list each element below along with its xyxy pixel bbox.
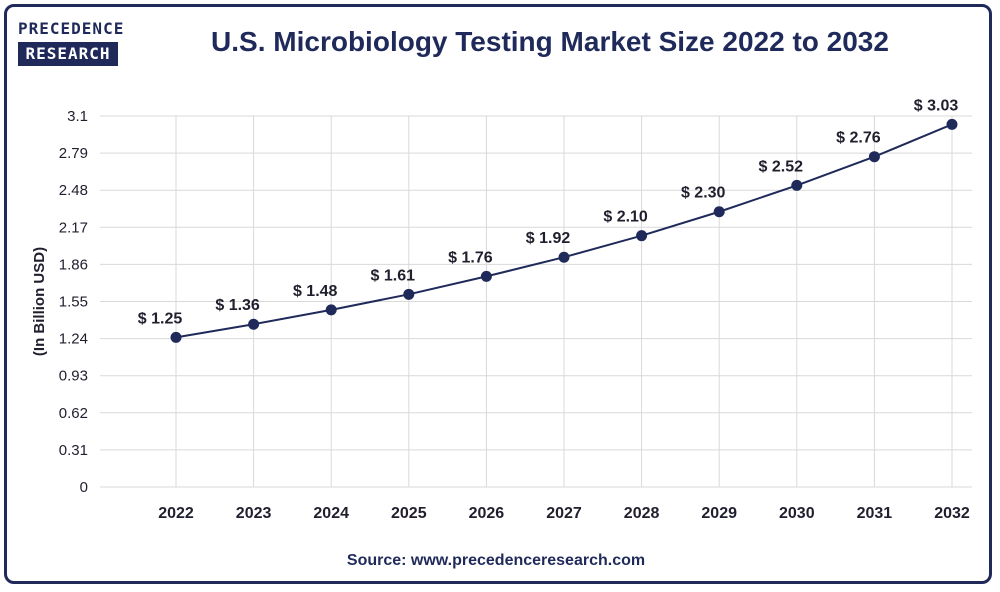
data-label: $ 2.52 — [759, 158, 804, 175]
x-tick-label: 2024 — [313, 505, 349, 522]
data-label: $ 2.10 — [603, 209, 648, 226]
y-tick-label: 1.86 — [59, 256, 88, 273]
x-tick-label: 2022 — [158, 505, 194, 522]
y-tick-label: 1.55 — [59, 294, 88, 311]
x-tick-label: 2023 — [236, 505, 272, 522]
y-tick-label: 0.31 — [59, 442, 88, 459]
axis-labels: 0 0.31 0.62 0.93 1.24 1.55 1.86 2.17 2.48 2.79 3.1… — [31, 108, 970, 522]
data-label: $ 2.30 — [681, 185, 726, 202]
x-tick-label: 2031 — [857, 505, 893, 522]
y-axis-title: (In Billion USD) — [31, 247, 48, 356]
data-point — [403, 288, 415, 300]
x-tick-label: 2026 — [469, 505, 505, 522]
x-tick-label: 2028 — [624, 505, 660, 522]
data-label: $ 1.48 — [293, 283, 338, 300]
data-label: $ 1.92 — [526, 230, 571, 247]
grid-lines — [100, 115, 972, 488]
data-label: $ 1.61 — [371, 267, 416, 284]
data-point — [713, 206, 725, 218]
y-tick-label: 0.62 — [59, 405, 88, 422]
data-point — [558, 251, 570, 263]
series-line — [170, 118, 958, 343]
y-tick-label: 2.79 — [59, 145, 88, 162]
y-tick-label: 0 — [80, 479, 88, 496]
y-tick-label: 3.1 — [67, 108, 88, 125]
x-tick-label: 2029 — [701, 505, 737, 522]
x-tick-label: 2027 — [546, 505, 582, 522]
data-label: $ 2.76 — [836, 130, 881, 147]
source-note: Source: www.precedenceresearch.com — [346, 552, 646, 569]
data-label: $ 1.25 — [138, 310, 183, 327]
data-point — [636, 230, 648, 242]
data-point — [170, 331, 182, 343]
y-tick-label: 1.24 — [59, 331, 88, 348]
y-tick-label: 0.93 — [59, 368, 88, 385]
y-tick-label: 2.48 — [59, 182, 88, 199]
y-tick-label: 2.17 — [59, 219, 88, 236]
x-tick-label: 2030 — [779, 505, 815, 522]
data-label: $ 3.03 — [914, 97, 959, 114]
data-label: $ 1.36 — [215, 297, 260, 314]
chart-title: U.S. Microbiology Testing Market Size 20… — [211, 26, 889, 57]
logo-line-1: PRECEDENCE — [18, 19, 125, 38]
data-point — [325, 304, 337, 316]
data-label: $ 1.76 — [448, 249, 493, 266]
x-tick-label: 2032 — [934, 505, 970, 522]
brand-logo: PRECEDENCE RESEARCH — [18, 18, 125, 70]
data-point — [791, 179, 803, 191]
logo-line-2: RESEARCH — [18, 42, 118, 66]
data-point — [868, 151, 880, 163]
data-point — [946, 118, 958, 130]
data-point — [480, 270, 492, 282]
x-tick-label: 2025 — [391, 505, 427, 522]
data-labels: $ 1.25 $ 1.36 $ 1.48 $ 1.61 $ 1.76 $ 1.92 $ 2.… — [138, 97, 959, 327]
data-point — [248, 318, 260, 330]
